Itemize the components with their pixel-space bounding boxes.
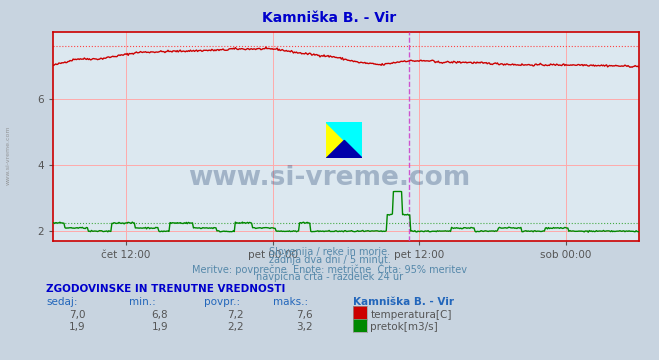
Text: 3,2: 3,2 bbox=[297, 322, 313, 332]
Text: www.si-vreme.com: www.si-vreme.com bbox=[188, 165, 471, 191]
Text: 1,9: 1,9 bbox=[152, 322, 168, 332]
Text: sedaj:: sedaj: bbox=[46, 297, 78, 307]
Polygon shape bbox=[326, 122, 362, 158]
Text: 7,0: 7,0 bbox=[69, 310, 86, 320]
Text: navpična črta - razdelek 24 ur: navpična črta - razdelek 24 ur bbox=[256, 271, 403, 282]
Text: povpr.:: povpr.: bbox=[204, 297, 241, 307]
Text: temperatura[C]: temperatura[C] bbox=[370, 310, 452, 320]
Polygon shape bbox=[326, 140, 362, 158]
Polygon shape bbox=[326, 122, 362, 158]
Text: min.:: min.: bbox=[129, 297, 156, 307]
Text: 7,2: 7,2 bbox=[227, 310, 244, 320]
Text: 2,2: 2,2 bbox=[227, 322, 244, 332]
Text: Slovenija / reke in morje.: Slovenija / reke in morje. bbox=[269, 247, 390, 257]
Text: maks.:: maks.: bbox=[273, 297, 308, 307]
Text: 1,9: 1,9 bbox=[69, 322, 86, 332]
Text: Kamniška B. - Vir: Kamniška B. - Vir bbox=[262, 11, 397, 25]
Text: Meritve: povprečne  Enote: metrične  Črta: 95% meritev: Meritve: povprečne Enote: metrične Črta:… bbox=[192, 263, 467, 275]
Text: pretok[m3/s]: pretok[m3/s] bbox=[370, 322, 438, 332]
Text: zadnja dva dni / 5 minut.: zadnja dva dni / 5 minut. bbox=[269, 255, 390, 265]
Text: 7,6: 7,6 bbox=[297, 310, 313, 320]
Text: ZGODOVINSKE IN TRENUTNE VREDNOSTI: ZGODOVINSKE IN TRENUTNE VREDNOSTI bbox=[46, 284, 285, 294]
Text: www.si-vreme.com: www.si-vreme.com bbox=[5, 125, 11, 185]
Text: Kamniška B. - Vir: Kamniška B. - Vir bbox=[353, 297, 453, 307]
Text: 6,8: 6,8 bbox=[152, 310, 168, 320]
